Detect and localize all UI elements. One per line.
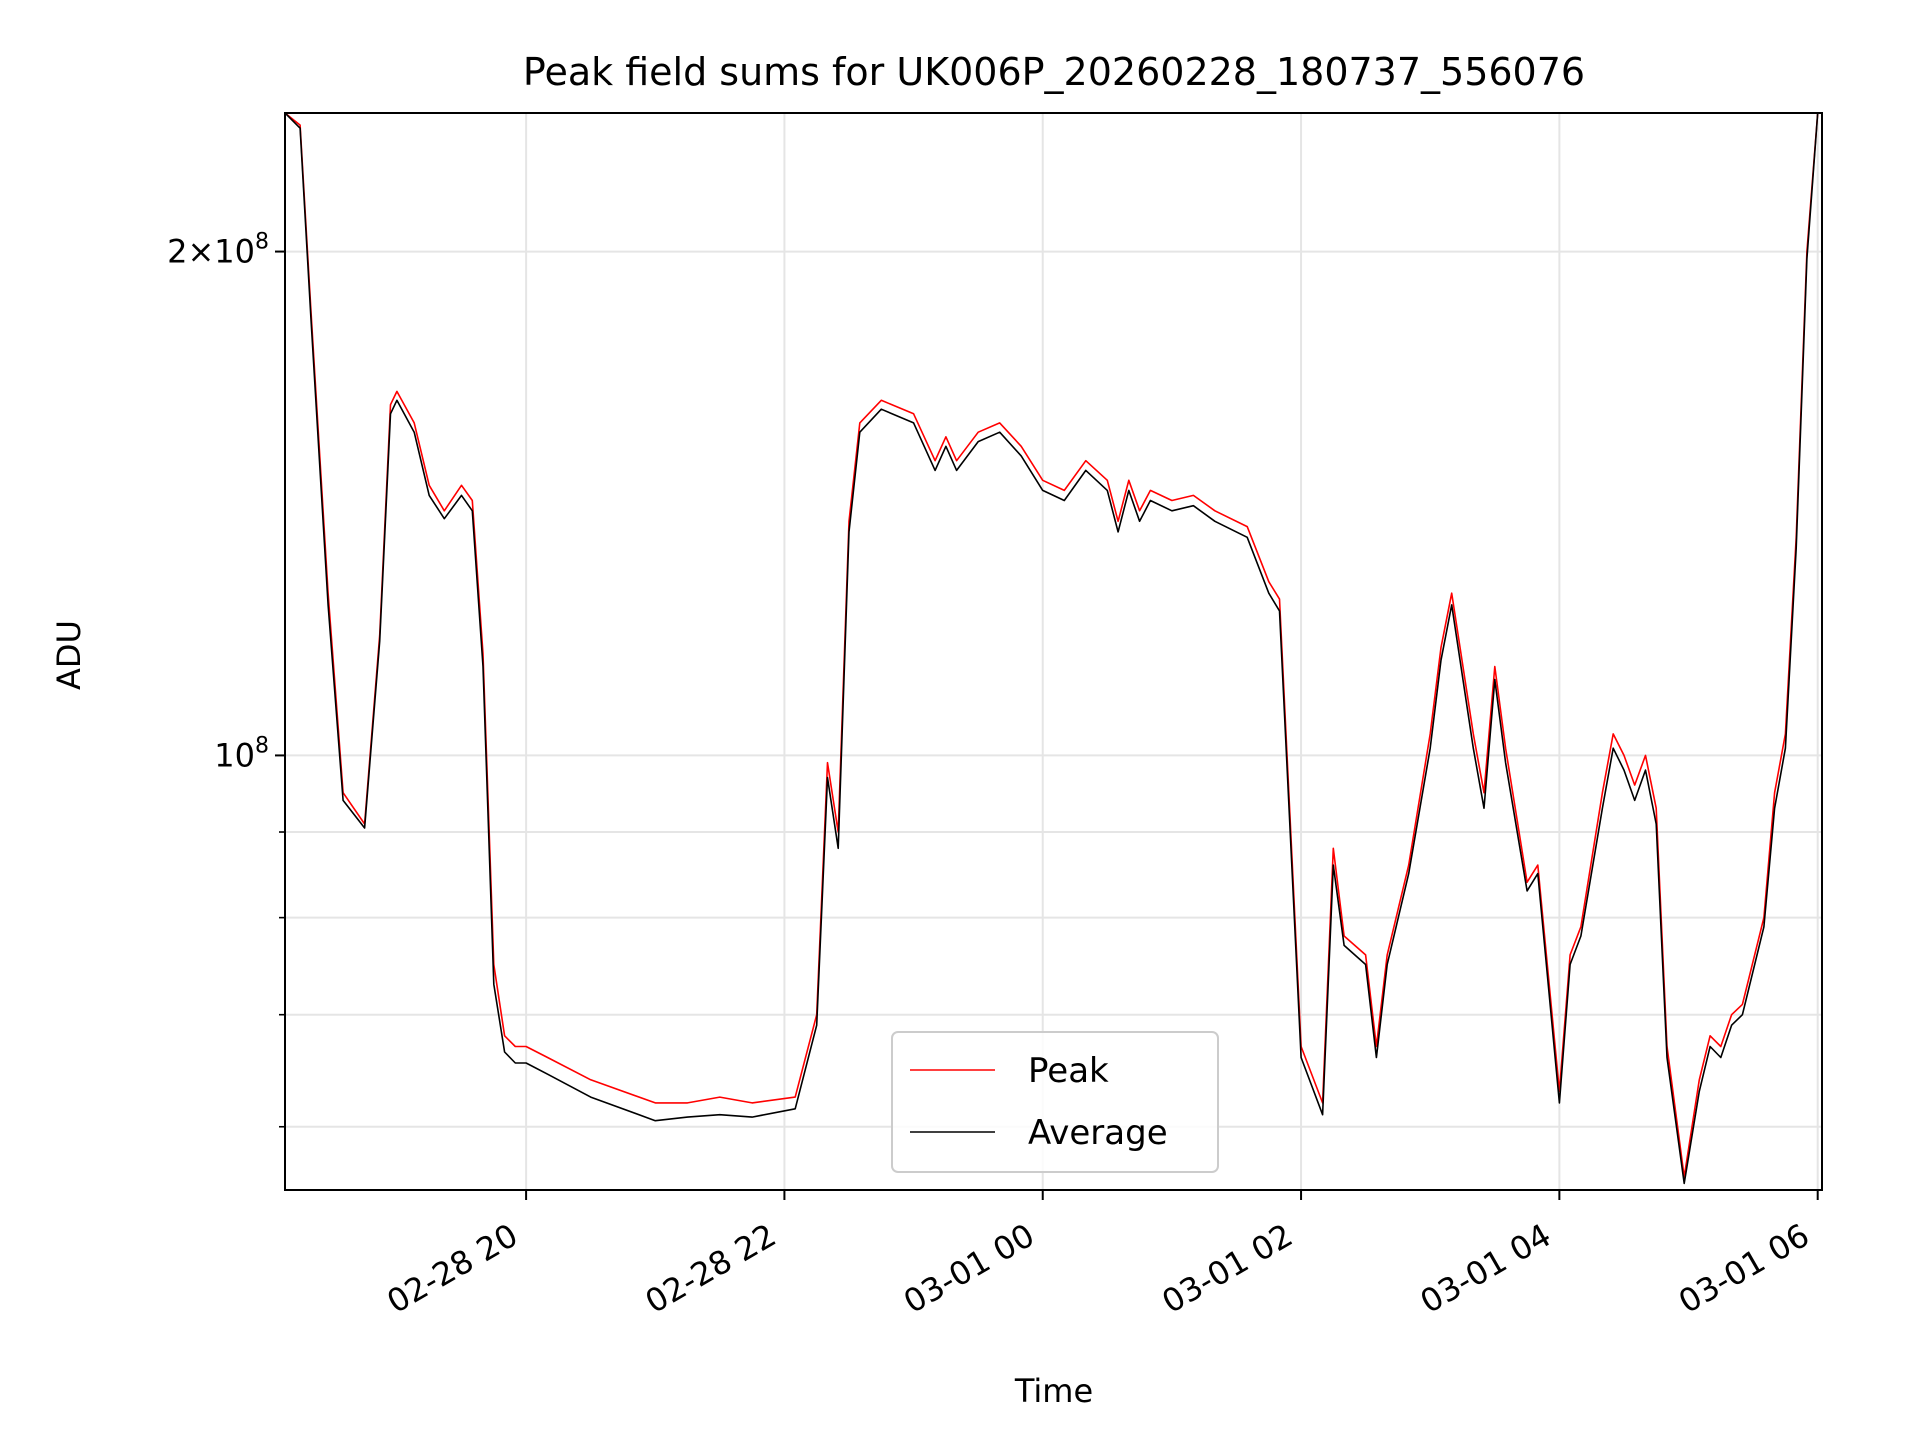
chart-title: Peak field sums for UK006P_20260228_1807… (523, 50, 1585, 94)
series-line-peak (285, 113, 1822, 1178)
plot-series (285, 113, 1822, 1185)
legend: Peak Average (891, 1031, 1219, 1173)
y-tick-label: 2×108 (167, 230, 269, 271)
plot-frame (284, 112, 1823, 1191)
legend-label-peak: Peak (1028, 1051, 1109, 1091)
legend-box (891, 1031, 1219, 1173)
legend-label-average: Average (1028, 1113, 1168, 1153)
series-line-average (285, 113, 1822, 1185)
x-axis-label: Time (1014, 1372, 1093, 1410)
y-tick-label: 108 (214, 733, 269, 774)
y-axis-label: ADU (50, 620, 88, 690)
